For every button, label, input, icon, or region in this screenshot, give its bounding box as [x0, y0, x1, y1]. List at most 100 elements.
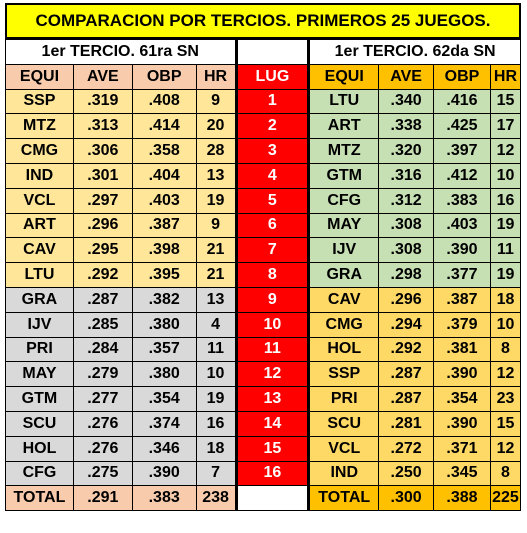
- left-cell-ave: .275: [72, 460, 133, 487]
- left-cell-hr: 16: [195, 410, 238, 437]
- left-cell-ave: .319: [72, 88, 133, 115]
- left-cell-ave: .301: [72, 162, 133, 189]
- left-cell-obp: .374: [131, 410, 197, 437]
- right-header-hr: HR: [489, 63, 522, 90]
- cell-lug: 3: [235, 138, 310, 164]
- right-cell-ave: .294: [378, 311, 435, 338]
- left-cell-obp: .380: [131, 311, 197, 338]
- right-total-ave: .300: [378, 485, 435, 512]
- right-cell-hr: 8: [489, 336, 522, 363]
- table-row: SSP .319.408 9 1 LTU .340.416 15: [5, 88, 522, 115]
- right-cell-obp: .383: [433, 187, 491, 214]
- left-cell-ave: .292: [72, 262, 133, 288]
- right-header-team: EQUI: [307, 63, 380, 90]
- right-cell-ave: .250: [378, 460, 435, 487]
- left-cell-ave: .313: [72, 113, 133, 140]
- right-cell-hr: 8: [489, 460, 522, 487]
- right-cell-hr: 18: [489, 286, 522, 313]
- right-cell-team: GTM: [307, 162, 380, 189]
- right-cell-obp: .345: [433, 460, 491, 487]
- cell-lug: 8: [235, 262, 310, 288]
- right-cell-team: IJV: [307, 237, 380, 264]
- left-cell-team: GTM: [5, 386, 74, 412]
- table-row: SCU .276.374 16 14 SCU .281.390 15: [5, 410, 522, 437]
- left-cell-hr: 10: [195, 361, 238, 388]
- table-row: IJV .285.380 4 10 CMG .294.379 10: [5, 311, 522, 338]
- right-cell-hr: 12: [489, 138, 522, 164]
- right-cell-team: IND: [307, 460, 380, 487]
- right-caption: 1er TERCIO. 62da SN: [307, 39, 521, 65]
- cell-lug: 16: [235, 460, 310, 487]
- right-cell-hr: 15: [489, 88, 522, 115]
- cell-lug: 13: [235, 386, 310, 412]
- left-cell-hr: 9: [195, 212, 238, 239]
- left-cell-hr: 13: [195, 286, 238, 313]
- left-cell-team: CMG: [5, 138, 74, 164]
- table-row: ART .296.387 9 6 MAY .308.403 19: [5, 212, 522, 239]
- right-cell-ave: .320: [378, 138, 435, 164]
- left-cell-team: MTZ: [5, 113, 74, 140]
- left-cell-ave: .287: [72, 286, 133, 313]
- left-cell-obp: .414: [131, 113, 197, 140]
- left-cell-hr: 19: [195, 386, 238, 412]
- right-cell-ave: .296: [378, 286, 435, 313]
- left-cell-obp: .390: [131, 460, 197, 487]
- left-cell-team: MAY: [5, 361, 74, 388]
- right-header-ave: AVE: [378, 63, 435, 90]
- right-cell-obp: .354: [433, 386, 491, 412]
- left-cell-hr: 28: [195, 138, 238, 164]
- right-cell-ave: .312: [378, 187, 435, 214]
- caption-gap: [235, 39, 310, 65]
- left-total-team: TOTAL: [5, 485, 74, 512]
- left-cell-obp: .357: [131, 336, 197, 363]
- totals-gap: [235, 485, 310, 512]
- table-row: CFG .275.390 7 16 IND .250.345 8: [5, 460, 522, 487]
- right-cell-hr: 17: [489, 113, 522, 140]
- right-cell-obp: .416: [433, 88, 491, 115]
- left-cell-ave: .277: [72, 386, 133, 412]
- left-cell-obp: .404: [131, 162, 197, 189]
- left-cell-team: ART: [5, 212, 74, 239]
- left-cell-team: VCL: [5, 187, 74, 214]
- left-cell-obp: .398: [131, 237, 197, 264]
- right-cell-hr: 19: [489, 262, 522, 288]
- sheet-title: COMPARACION POR TERCIOS. PRIMEROS 25 JUE…: [5, 3, 521, 39]
- table-row: GRA .287.382 13 9 CAV .296.387 18: [5, 286, 522, 313]
- right-cell-team: MTZ: [307, 138, 380, 164]
- left-header-obp: OBP: [131, 63, 197, 90]
- right-cell-ave: .287: [378, 386, 435, 412]
- right-cell-obp: .390: [433, 361, 491, 388]
- right-total-obp: .388: [433, 485, 491, 512]
- table-row: CAV .295.398 21 7 IJV .308.390 11: [5, 237, 522, 264]
- left-cell-team: GRA: [5, 286, 74, 313]
- right-cell-obp: .379: [433, 311, 491, 338]
- left-cell-ave: .285: [72, 311, 133, 338]
- left-cell-hr: 4: [195, 311, 238, 338]
- left-cell-hr: 18: [195, 435, 238, 462]
- cell-lug: 2: [235, 113, 310, 140]
- left-cell-team: CAV: [5, 237, 74, 264]
- left-cell-obp: .380: [131, 361, 197, 388]
- right-cell-hr: 15: [489, 410, 522, 437]
- left-cell-ave: .306: [72, 138, 133, 164]
- right-cell-team: CFG: [307, 187, 380, 214]
- left-cell-obp: .346: [131, 435, 197, 462]
- right-cell-team: LTU: [307, 88, 380, 115]
- left-caption: 1er TERCIO. 61ra SN: [5, 39, 238, 65]
- left-cell-ave: .295: [72, 237, 133, 264]
- header-lug: LUG: [235, 63, 310, 90]
- right-cell-hr: 10: [489, 162, 522, 189]
- right-cell-hr: 11: [489, 237, 522, 264]
- right-cell-hr: 12: [489, 435, 522, 462]
- right-cell-team: HOL: [307, 336, 380, 363]
- left-cell-ave: .284: [72, 336, 133, 363]
- right-cell-ave: .316: [378, 162, 435, 189]
- left-cell-hr: 11: [195, 336, 238, 363]
- left-cell-obp: .354: [131, 386, 197, 412]
- left-cell-obp: .382: [131, 286, 197, 313]
- left-cell-team: PRI: [5, 336, 74, 363]
- right-cell-ave: .272: [378, 435, 435, 462]
- left-cell-ave: .279: [72, 361, 133, 388]
- left-cell-hr: 9: [195, 88, 238, 115]
- right-cell-obp: .371: [433, 435, 491, 462]
